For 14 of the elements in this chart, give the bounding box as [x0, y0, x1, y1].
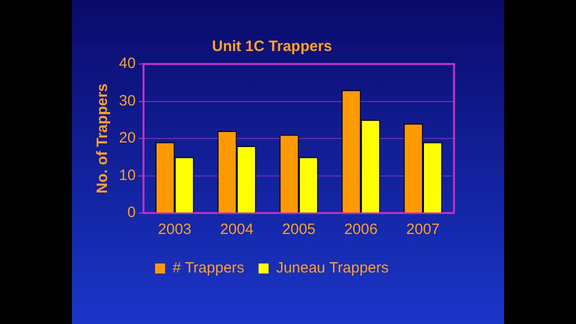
y-tick-label: 0: [127, 204, 136, 222]
y-tick-label: 40: [118, 55, 136, 72]
chart-title: Unit 1C Trappers: [212, 38, 332, 56]
x-tick-label: 2004: [220, 221, 254, 238]
y-axis-title: No. of Trappers: [94, 83, 112, 194]
x-tick-label: 2005: [282, 221, 316, 238]
y-tick-label: 30: [118, 92, 136, 110]
x-tick-label: 2006: [344, 221, 378, 238]
legend-label: Juneau Trappers: [276, 260, 389, 277]
y-tick-label: 10: [118, 166, 136, 184]
x-tick-label: 2007: [406, 221, 440, 238]
y-tick-label: 20: [118, 130, 136, 147]
x-tick-label: 2003: [158, 221, 192, 238]
legend-label: # Trappers: [172, 260, 244, 277]
